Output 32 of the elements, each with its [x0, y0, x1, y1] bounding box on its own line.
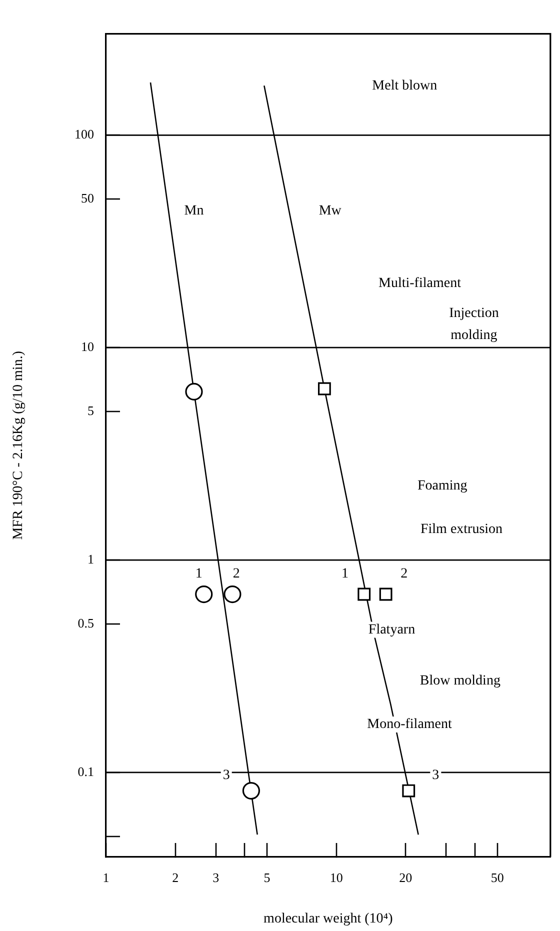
x-tick-label: 2 [172, 870, 179, 886]
annotation: Mw [318, 204, 342, 219]
annotation: Multi-filament [378, 276, 462, 291]
y-tick-label: 50 [81, 190, 94, 206]
annotation: 2 [400, 566, 408, 582]
annotation: 3 [222, 768, 230, 783]
annotation: 3 [432, 768, 440, 783]
y-tick-label: 100 [74, 126, 94, 142]
annotation: Flatyarn [368, 622, 416, 638]
y-axis-title: MFR 190°C - 2.16Kg (g/10 min.) [11, 350, 26, 540]
annotation: Blow molding [420, 674, 500, 689]
y-tick-label: 1 [88, 551, 94, 566]
x-tick-label: 1 [102, 870, 110, 886]
annotation: Mn [184, 204, 204, 219]
annotation: Melt blown [372, 78, 438, 94]
annotation: Injection molding [449, 306, 499, 344]
annotation: Mono-filament [367, 717, 452, 732]
y-tick-label: 10 [81, 339, 94, 354]
annotation: 1 [341, 566, 348, 582]
y-tick-label: 0.1 [78, 764, 94, 779]
annotation: Film extrusion [420, 522, 503, 538]
annotation: 2 [232, 566, 240, 582]
x-tick-label: 3 [212, 870, 220, 886]
x-tick-label: 20 [399, 870, 412, 886]
y-tick-label: 5 [88, 402, 94, 418]
x-tick-label: 50 [490, 870, 504, 886]
x-axis-title: molecular weight (10⁴) [264, 911, 394, 926]
annotation: 1 [195, 566, 202, 582]
x-tick-label: 5 [264, 870, 270, 886]
y-tick-label: 0.5 [78, 615, 94, 630]
x-tick-label: 10 [330, 870, 343, 886]
annotation: Foaming [418, 478, 468, 494]
